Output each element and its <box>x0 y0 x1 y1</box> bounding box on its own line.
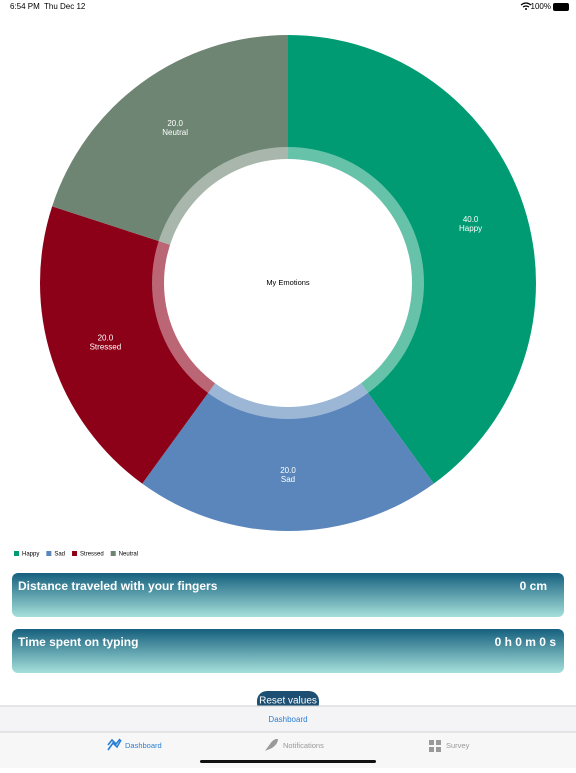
card <box>12 573 564 617</box>
slice-category-label: Sad <box>281 475 295 484</box>
pie-chart: 40.0Happy20.0Sad20.0Stressed20.0NeutralM… <box>40 35 536 531</box>
slice-value-label: 20.0 <box>167 119 183 128</box>
nav-bar <box>0 706 576 732</box>
battery-icon <box>553 3 569 11</box>
card-value: 0 h 0 m 0 s <box>495 635 557 649</box>
tab-icon[interactable] <box>107 738 122 751</box>
donut-hole <box>164 159 412 407</box>
card-title: Time spent on typing <box>18 635 138 649</box>
slice-value-label: 20.0 <box>98 333 114 342</box>
tab-label[interactable]: Notifications <box>283 741 324 750</box>
reset-button-label[interactable]: Reset values <box>259 696 317 707</box>
tab-label[interactable]: Survey <box>446 741 470 750</box>
status-battery: 100% <box>531 2 551 11</box>
slice-category-label: Happy <box>459 224 482 233</box>
legend-swatch <box>46 551 52 556</box>
center-label: My Emotions <box>266 278 310 287</box>
tab-label[interactable]: Dashboard <box>125 741 162 750</box>
legend-swatch <box>14 551 19 556</box>
tab-icon[interactable] <box>265 738 278 751</box>
nav-title: Dashboard <box>268 715 307 724</box>
card-title: Distance traveled with your fingers <box>18 579 218 593</box>
legend-label: Neutral <box>119 552 138 558</box>
tab-icon[interactable] <box>429 740 441 752</box>
wifi-dot <box>525 8 527 10</box>
status-date: Thu Dec 12 <box>44 2 86 11</box>
slice-category-label: Stressed <box>90 342 122 351</box>
legend-label: Stressed <box>80 552 104 558</box>
card-value: 0 cm <box>520 579 547 593</box>
legend-swatch <box>110 551 116 556</box>
legend-label: Happy <box>22 552 39 558</box>
slice-value-label: 20.0 <box>280 466 296 475</box>
legend-swatch <box>72 551 78 556</box>
wifi-icon <box>520 2 532 8</box>
slice-value-label: 40.0 <box>463 215 479 224</box>
slice-category-label: Neutral <box>162 128 188 137</box>
home-indicator <box>200 760 376 763</box>
pie-slice <box>288 35 536 484</box>
card <box>12 629 564 673</box>
status-time: 6:54 PM <box>10 2 40 11</box>
legend-label: Sad <box>54 552 65 558</box>
legend: Happy Sad Stressed Neutral <box>14 551 138 558</box>
